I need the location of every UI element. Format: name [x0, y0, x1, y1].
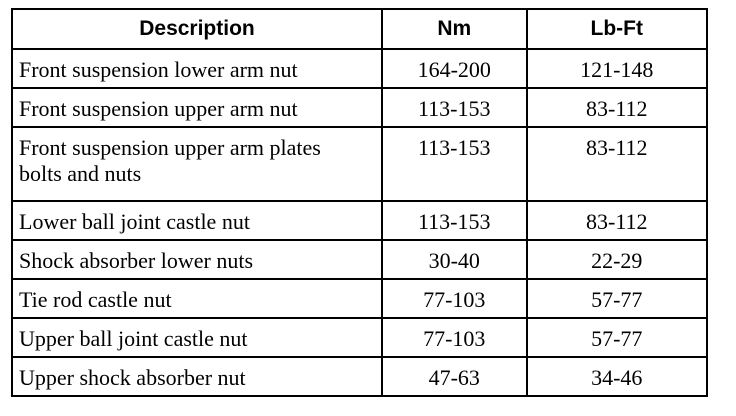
- header-row: Description Nm Lb-Ft: [11, 8, 709, 50]
- table-row: Front suspension lower arm nut 164-200 121…: [11, 48, 709, 89]
- header-description: Description: [11, 8, 383, 50]
- cell-lb-ft: 83-112: [525, 126, 709, 202]
- cell-lb-ft: 22-29: [525, 239, 709, 280]
- cell-nm: 30-40: [380, 239, 528, 280]
- torque-spec-table: Description Nm Lb-Ft Front suspension lo…: [11, 8, 709, 397]
- cell-lb-ft: 57-77: [525, 278, 709, 319]
- table-row: Front suspension upper arm nut 113-153 83-…: [11, 87, 709, 128]
- table-row: Upper ball joint castle nut 77-103 57-77: [11, 317, 709, 358]
- cell-description: Upper shock absorber nut: [11, 356, 383, 397]
- cell-lb-ft: 83-112: [525, 87, 709, 128]
- cell-description: Front suspension upper arm plates bolts …: [11, 126, 383, 202]
- cell-lb-ft: 121-148: [525, 48, 709, 89]
- cell-description: Lower ball joint castle nut: [11, 200, 383, 241]
- cell-nm: 113-153: [380, 126, 528, 202]
- header-lb-ft: Lb-Ft: [525, 8, 709, 50]
- cell-nm: 113-153: [380, 87, 528, 128]
- table-row: Tie rod castle nut 77-103 57-77: [11, 278, 709, 319]
- cell-nm: 164-200: [380, 48, 528, 89]
- table-row: Lower ball joint castle nut 113-153 83-112: [11, 200, 709, 241]
- cell-description: Upper ball joint castle nut: [11, 317, 383, 358]
- cell-nm: 113-153: [380, 200, 528, 241]
- cell-description: Shock absorber lower nuts: [11, 239, 383, 280]
- cell-lb-ft: 83-112: [525, 200, 709, 241]
- table-row: Upper shock absorber nut 47-63 34-46: [11, 356, 709, 397]
- cell-lb-ft: 34-46: [525, 356, 709, 397]
- table-row: Shock absorber lower nuts 30-40 22-29: [11, 239, 709, 280]
- cell-nm: 77-103: [380, 278, 528, 319]
- cell-nm: 47-63: [380, 356, 528, 397]
- table-row: Front suspension upper arm plates bolts …: [11, 126, 709, 202]
- cell-lb-ft: 57-77: [525, 317, 709, 358]
- header-nm: Nm: [380, 8, 528, 50]
- cell-nm: 77-103: [380, 317, 528, 358]
- cell-description: Front suspension upper arm nut: [11, 87, 383, 128]
- cell-description: Front suspension lower arm nut: [11, 48, 383, 89]
- cell-description: Tie rod castle nut: [11, 278, 383, 319]
